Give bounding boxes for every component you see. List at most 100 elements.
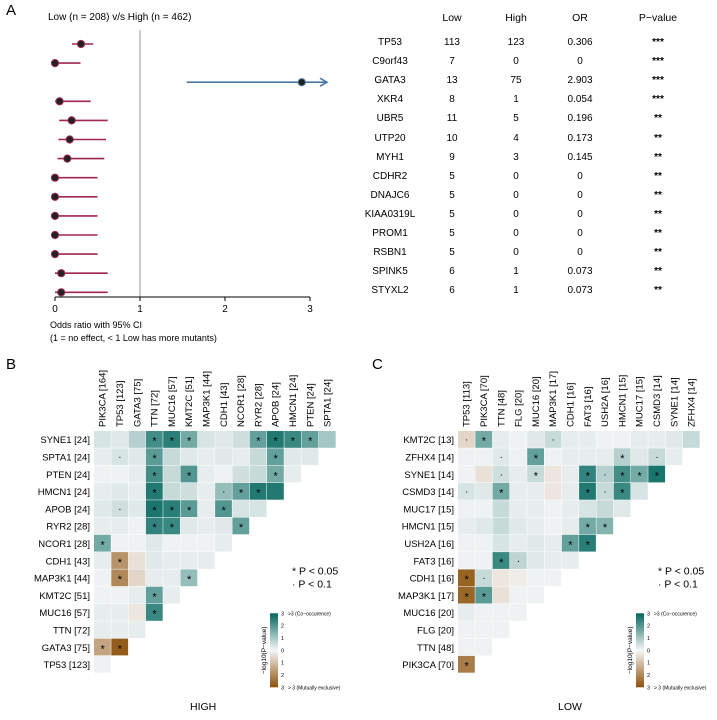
heat-cell	[648, 448, 666, 466]
heat-cell	[458, 604, 475, 621]
heat-cell	[631, 431, 648, 448]
heat-cell	[458, 638, 475, 656]
heat-cell	[111, 448, 129, 466]
heat-cell	[249, 465, 267, 483]
heat-cell	[145, 534, 163, 552]
significance-mark: *	[101, 539, 106, 551]
significance-mark: *	[170, 505, 175, 517]
col-label-4: MUC16 [57]	[167, 376, 178, 427]
col-header-or: OR	[572, 12, 588, 24]
heat-cell	[648, 431, 666, 448]
significance-mark: *	[586, 470, 591, 482]
table-cell-low: 5	[449, 170, 455, 182]
panel-a-letter: A	[6, 2, 17, 19]
colorbar-tick: 3	[281, 685, 284, 691]
heat-cell	[492, 534, 510, 552]
table-cell-p: **	[654, 228, 662, 239]
or-point-STYXL2	[57, 288, 66, 297]
heat-cell	[613, 482, 631, 500]
colorbar-title: −log10(P−value)	[261, 626, 268, 674]
table-cell-high: 1	[513, 285, 519, 297]
heat-cell	[561, 465, 579, 483]
table-cell-gene: UTP20	[374, 132, 406, 144]
row-label-2: SPTA1 [24]	[42, 452, 90, 463]
significance-mark: *	[152, 522, 157, 534]
heat-cell	[579, 500, 596, 517]
col-label-5: MAP3K1 [17]	[548, 371, 559, 427]
significance-mark: ·	[465, 487, 468, 498]
heat-cell	[458, 448, 475, 466]
heat-cell	[475, 465, 493, 483]
colorbar-tick: 1	[647, 661, 650, 667]
heat-cell	[544, 500, 562, 517]
heat-cell	[561, 534, 579, 552]
significance-mark: *	[239, 488, 244, 500]
table-cell-p: **	[654, 132, 662, 144]
heat-cell	[232, 448, 250, 466]
table-cell-high: 5	[513, 113, 519, 125]
heat-cell	[111, 534, 129, 552]
heat-cell	[215, 534, 232, 552]
heat-cell	[492, 621, 510, 639]
heat-cell	[163, 448, 180, 466]
heat-cell	[631, 448, 648, 466]
heat-cell	[458, 431, 475, 448]
significance-mark: ·	[118, 452, 121, 463]
table-cell-p: **	[654, 170, 662, 182]
heat-cell	[527, 448, 544, 466]
table-cell-gene: RSBN1	[373, 247, 407, 259]
heat-cell	[94, 534, 111, 552]
heat-cell	[215, 431, 232, 448]
table-cell-low: 5	[449, 189, 455, 201]
significance-mark: ·	[222, 487, 225, 498]
col-label-13: SPTA1 [24]	[323, 379, 334, 427]
heat-cell	[128, 431, 146, 448]
heat-cell	[94, 517, 111, 535]
heat-cell	[145, 448, 163, 466]
sig-legend-01: · P < 0.1	[292, 578, 332, 590]
table-cell-or: 0	[577, 247, 583, 259]
heat-cell	[596, 482, 614, 500]
heat-cell	[163, 517, 180, 535]
significance-mark: *	[620, 453, 625, 465]
heat-cell	[267, 431, 284, 448]
heat-cell	[284, 465, 302, 483]
significance-mark: *	[187, 505, 192, 517]
colorbar	[636, 613, 644, 688]
heat-cell	[492, 500, 510, 517]
heat-cell	[458, 569, 475, 587]
heat-cell	[458, 552, 475, 569]
heat-cell	[475, 638, 493, 656]
table-cell-low: 113	[444, 37, 460, 48]
heat-cell	[613, 500, 631, 517]
heat-cell	[544, 534, 562, 552]
heat-cell	[509, 569, 527, 587]
heat-cell	[94, 604, 111, 621]
heat-cell	[232, 465, 250, 483]
heat-cell	[145, 586, 163, 604]
significance-mark: *	[152, 591, 157, 603]
significance-mark: *	[620, 470, 625, 482]
row-label-8: CDH1 [43]	[46, 556, 90, 567]
col-label-3: TTN [72]	[150, 390, 161, 427]
heat-cell	[301, 431, 319, 448]
heat-cell	[509, 586, 527, 604]
colorbar	[270, 613, 278, 688]
significance-mark: ·	[655, 452, 658, 463]
significance-mark: *	[187, 436, 192, 448]
heat-cell	[94, 621, 111, 639]
row-label-12: TTN [72]	[53, 625, 90, 636]
heat-cell	[596, 517, 614, 535]
heat-cell	[492, 552, 510, 569]
significance-mark: ·	[551, 435, 554, 446]
heat-cell	[197, 465, 215, 483]
significance-mark: ·	[500, 469, 503, 480]
or-point-CDHR2	[50, 173, 60, 182]
heat-cell	[128, 500, 146, 517]
heat-cell	[215, 482, 232, 500]
heat-cell	[111, 465, 129, 483]
colorbar-bottom-label: > 3 (Mutually exclusive)	[288, 685, 341, 691]
significance-mark: *	[170, 436, 175, 448]
